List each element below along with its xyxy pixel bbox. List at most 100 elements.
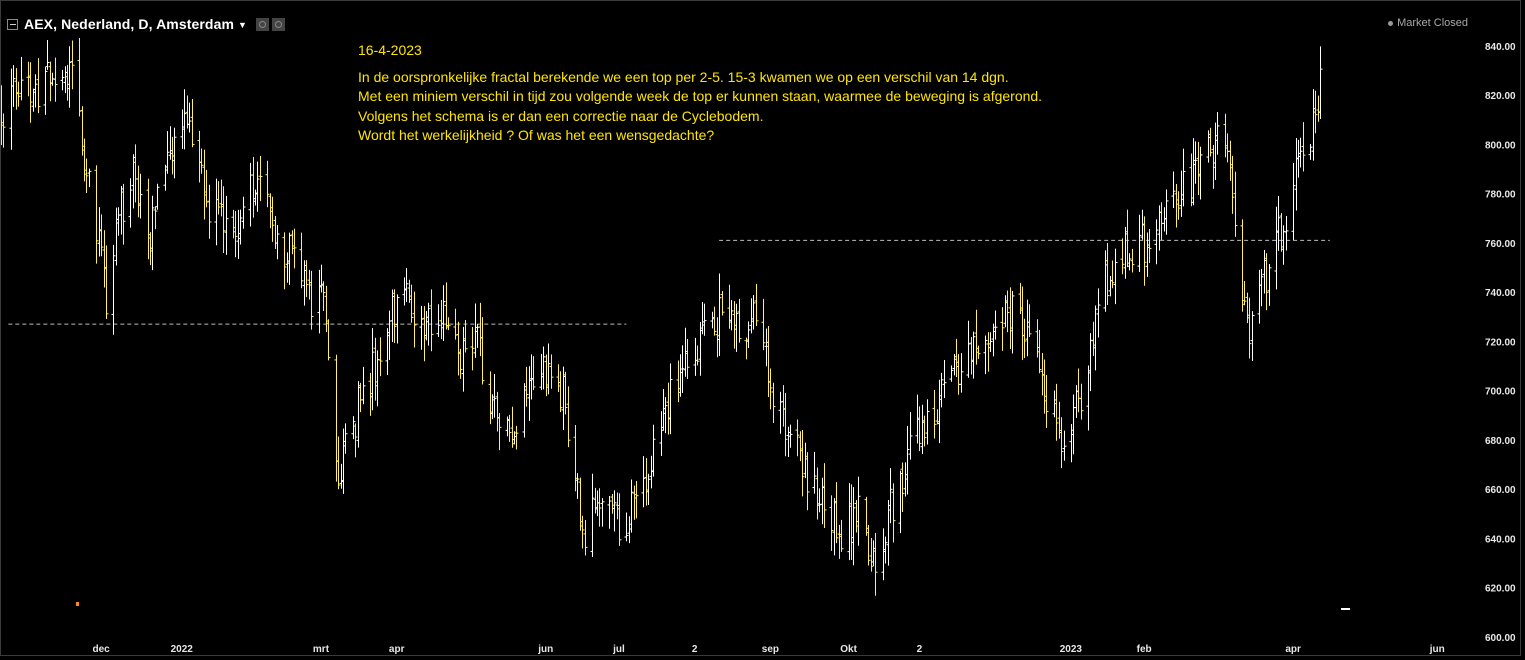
ohlc-bar — [1196, 141, 1201, 196]
gear-icon[interactable] — [271, 17, 285, 31]
ohlc-bar — [492, 373, 497, 418]
ohlc-bar — [77, 38, 82, 117]
ohlc-bar — [822, 463, 827, 529]
ohlc-bar — [766, 325, 771, 397]
ohlc-bar — [815, 467, 820, 520]
ohlc-bar — [424, 311, 429, 341]
ohlc-bar — [1010, 290, 1015, 354]
ohlc-bar — [698, 321, 703, 376]
ohlc-bar — [751, 295, 756, 330]
ohlc-bar — [1274, 206, 1279, 290]
ohlc-bar — [1074, 385, 1079, 418]
ohlc-bar — [966, 320, 971, 378]
ohlc-bar — [441, 285, 446, 342]
ohlc-bar — [883, 536, 888, 564]
ohlc-bar — [663, 397, 668, 434]
ohlc-bar — [1142, 216, 1147, 286]
ohlc-bar — [856, 476, 861, 546]
ohlc-bar — [470, 327, 475, 371]
ohlc-bar — [1250, 311, 1255, 361]
ohlc-bar — [1301, 122, 1306, 172]
ohlc-bar — [612, 490, 617, 532]
ohlc-bar — [361, 366, 366, 405]
ohlc-bar — [781, 385, 786, 427]
y-tick-label: 700.00 — [1485, 387, 1516, 398]
ohlc-bar — [197, 130, 202, 183]
ohlc-bar — [561, 366, 566, 431]
ohlc-bars — [1, 38, 1323, 596]
settings-icon[interactable] — [255, 17, 269, 31]
ohlc-bar — [749, 298, 754, 334]
ohlc-bar — [187, 102, 192, 133]
ohlc-bar — [1145, 232, 1150, 277]
ohlc-bar — [668, 363, 673, 435]
ohlc-bar — [1086, 365, 1091, 431]
ohlc-bar — [680, 345, 685, 393]
ohlc-bar — [937, 379, 942, 444]
ohlc-bar — [378, 337, 383, 377]
ohlc-bar — [788, 424, 793, 448]
ohlc-bar — [255, 161, 260, 212]
ohlc-bar — [544, 354, 549, 397]
ohlc-bar — [1059, 417, 1064, 469]
ohlc-bar — [165, 131, 170, 174]
ohlc-bar — [988, 332, 993, 352]
ohlc-bar — [128, 178, 133, 228]
ohlc-bar — [368, 372, 373, 416]
ohlc-bar — [170, 136, 175, 175]
ohlc-bar — [33, 74, 38, 108]
ohlc-bar — [1171, 171, 1176, 209]
ohlc-bar — [597, 488, 602, 527]
ohlc-bar — [373, 337, 378, 401]
ohlc-bar — [1193, 141, 1198, 184]
ohlc-bar — [786, 426, 791, 458]
ohlc-bar — [43, 66, 48, 115]
ohlc-bar — [549, 354, 554, 389]
collapse-icon[interactable] — [7, 18, 18, 30]
ohlc-bar — [133, 144, 138, 203]
ohlc-bar — [935, 409, 940, 425]
ohlc-bar — [986, 332, 991, 372]
chart-title[interactable]: AEX, Nederland, D, Amsterdam — [24, 16, 235, 32]
ohlc-bar — [65, 64, 70, 101]
x-tick-label: dec — [93, 644, 111, 655]
ohlc-bar — [1103, 250, 1108, 312]
ohlc-bar — [891, 483, 896, 543]
ohlc-bar — [31, 88, 36, 112]
ohlc-bar — [343, 423, 348, 454]
x-tick-label: 2023 — [1060, 644, 1083, 655]
ohlc-bar — [429, 289, 434, 352]
ohlc-bar — [214, 178, 219, 246]
ohlc-bar — [627, 516, 632, 544]
ohlc-bar — [920, 404, 925, 455]
ohlc-bar — [832, 498, 837, 556]
ohlc-bar — [436, 304, 441, 338]
ohlc-bar — [82, 138, 87, 182]
x-tick-label: feb — [1137, 644, 1152, 655]
ohlc-bar — [505, 416, 510, 437]
ohlc-bar — [1027, 304, 1032, 337]
annotation-line: Wordt het werkelijkheid ? Of was het een… — [358, 126, 715, 143]
x-tick-label: jul — [612, 644, 625, 655]
chart-annotation: 16-4-2023 In de oorspronkelijke fractal … — [358, 41, 1042, 145]
ohlc-bar — [1267, 263, 1272, 306]
ohlc-bar — [463, 320, 468, 353]
ohlc-bar — [798, 431, 803, 462]
ohlc-bar — [473, 303, 478, 358]
ohlc-bar — [971, 331, 976, 379]
annotation-line: Met een miniem verschil in tijd zou volg… — [358, 88, 1043, 105]
ohlc-bar — [1198, 146, 1203, 200]
ohlc-bar — [50, 72, 55, 86]
ohlc-bar — [1093, 305, 1098, 371]
ohlc-bar — [734, 303, 739, 352]
chevron-down-icon[interactable]: ▼ — [238, 20, 247, 30]
x-tick-label: 2 — [917, 644, 923, 655]
ohlc-bar — [693, 337, 698, 376]
ohlc-bar — [771, 382, 776, 423]
ohlc-bar — [292, 228, 297, 269]
ohlc-bar — [925, 399, 930, 445]
ohlc-bar — [800, 430, 805, 497]
chart-header: AEX, Nederland, D, Amsterdam ▼ — [7, 13, 285, 35]
ohlc-bar — [16, 81, 21, 107]
